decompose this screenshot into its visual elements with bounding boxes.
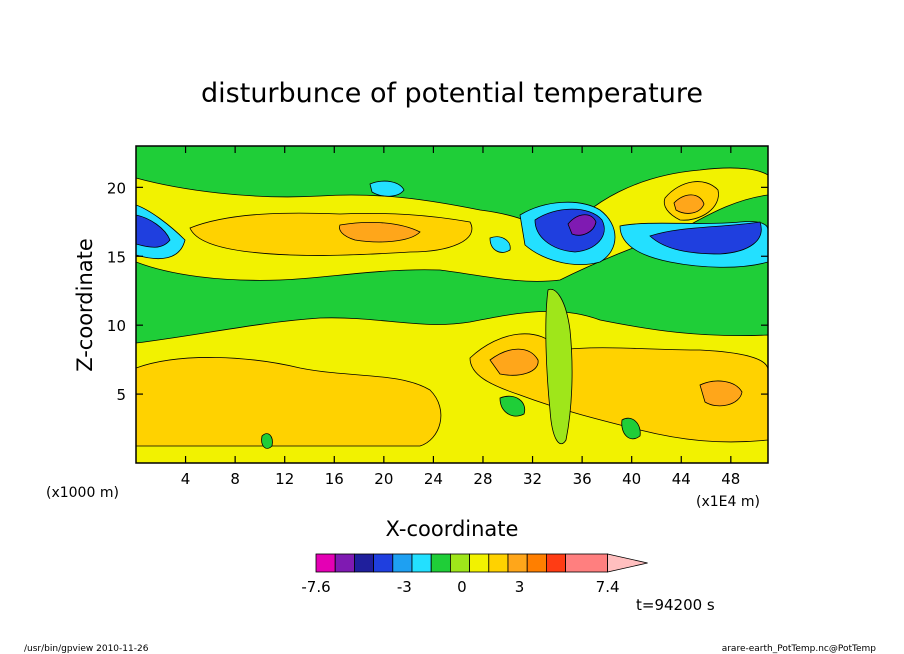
colorbar-tick-label: 3 xyxy=(515,578,525,596)
colorbar-tick-label: -7.6 xyxy=(301,578,330,596)
chart-title: disturbunce of potential temperature xyxy=(201,78,703,109)
x-tick-label: 16 xyxy=(325,470,344,488)
colorbar-swatch xyxy=(334,553,355,573)
time-label: t=94200 s xyxy=(636,596,715,614)
colorbar-tick-label: 0 xyxy=(457,578,467,596)
colorbar-swatch xyxy=(488,553,509,573)
y-axis: 5 10 15 20 xyxy=(107,179,768,404)
colorbar-swatch xyxy=(411,553,432,573)
temperature-field xyxy=(136,146,768,463)
colorbar-swatch xyxy=(373,553,394,573)
colorbar-swatch xyxy=(526,553,547,573)
x-tick-label: 44 xyxy=(672,470,691,488)
colorbar-tick-label: 7.4 xyxy=(596,578,620,596)
colorbar-tick-label: -3 xyxy=(397,578,412,596)
plot-area xyxy=(135,145,769,464)
x-tick-label: 48 xyxy=(721,470,740,488)
x-unit-left: (x1000 m) xyxy=(46,485,119,501)
x-tick-label: 4 xyxy=(181,470,191,488)
footer-right: arare-earth_PotTemp.nc@PotTemp xyxy=(722,644,877,654)
y-tick-label: 15 xyxy=(107,248,126,266)
x-tick-label: 32 xyxy=(523,470,542,488)
y-axis-title: Z-coordinate xyxy=(73,238,97,372)
colorbar: -7.6 -3 0 3 7.4 xyxy=(301,553,648,596)
x-tick-label: 40 xyxy=(622,470,641,488)
colorbar-swatch xyxy=(546,553,567,573)
x-unit-right: (x1E4 m) xyxy=(696,494,760,510)
x-tick-label: 20 xyxy=(374,470,393,488)
x-tick-label: 24 xyxy=(424,470,443,488)
y-tick-label: 5 xyxy=(116,386,126,404)
colorbar-swatch xyxy=(430,553,451,573)
colorbar-arrow xyxy=(607,553,648,573)
colorbar-swatch xyxy=(565,553,608,573)
colorbar-swatch xyxy=(315,553,336,573)
colorbar-swatch xyxy=(392,553,413,573)
footer-left: /usr/bin/gpview 2010-11-26 xyxy=(24,644,149,654)
plot-frame xyxy=(135,145,769,464)
x-axis: 4 8 12 16 20 24 28 32 36 40 44 48 xyxy=(181,146,740,488)
x-tick-label: 36 xyxy=(573,470,592,488)
y-tick-label: 20 xyxy=(107,179,126,197)
colorbar-swatch xyxy=(449,553,470,573)
x-tick-label: 28 xyxy=(473,470,492,488)
y-tick-label: 10 xyxy=(107,317,126,335)
colorbar-swatch xyxy=(469,553,490,573)
colorbar-swatch xyxy=(507,553,528,573)
x-axis-title: X-coordinate xyxy=(386,517,519,541)
colorbar-swatch xyxy=(353,553,374,573)
x-tick-label: 8 xyxy=(230,470,240,488)
x-tick-label: 12 xyxy=(275,470,294,488)
